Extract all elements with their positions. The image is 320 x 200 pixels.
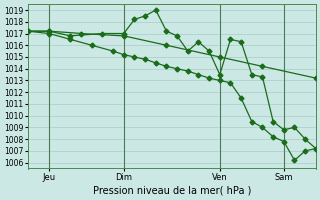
X-axis label: Pression niveau de la mer( hPa ): Pression niveau de la mer( hPa ) bbox=[92, 186, 251, 196]
